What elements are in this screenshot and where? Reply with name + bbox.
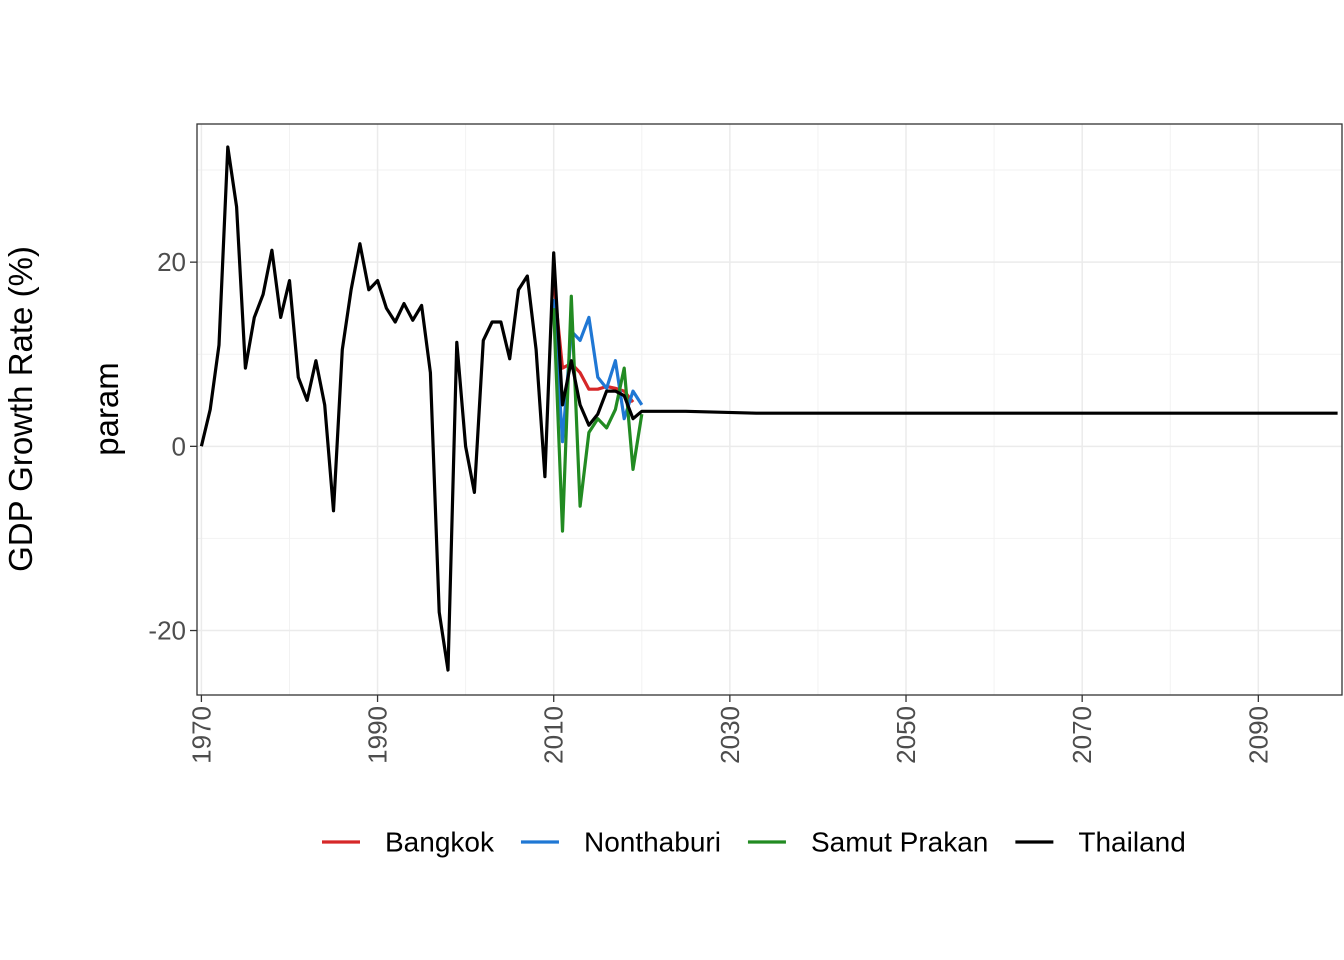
series-lines — [199, 145, 1338, 672]
x-tick-label: 1970 — [186, 706, 216, 764]
x-tick-label: 2050 — [891, 706, 921, 764]
y-tick-label: 20 — [157, 247, 186, 277]
legend: Bangkok Nonthaburi Samut Prakan Thailand — [322, 827, 1186, 858]
x-tick-label: 2070 — [1067, 706, 1097, 764]
y-tick-label: -20 — [148, 616, 186, 646]
y-tick-label: 0 — [172, 431, 186, 461]
legend-label: Thailand — [1078, 827, 1185, 858]
legend-label: Bangkok — [385, 827, 495, 858]
x-tick-label: 2090 — [1243, 706, 1273, 764]
axis-ticks: 1970 1990 2010 2030 2050 2070 2090 -20 0 20 — [148, 247, 1273, 764]
series-line-thailand — [199, 145, 1338, 672]
x-tick-label: 2010 — [539, 706, 569, 764]
legend-label: Samut Prakan — [811, 827, 988, 858]
y-axis-title-inner: param — [88, 362, 125, 456]
x-tick-label: 1990 — [363, 706, 393, 764]
grid — [197, 124, 1342, 695]
legend-label: Nonthaburi — [584, 827, 721, 858]
y-axis-title-outer: GDP Growth Rate (%) — [2, 246, 39, 572]
x-tick-label: 2030 — [715, 706, 745, 764]
plot-panel-border — [196, 123, 1343, 696]
